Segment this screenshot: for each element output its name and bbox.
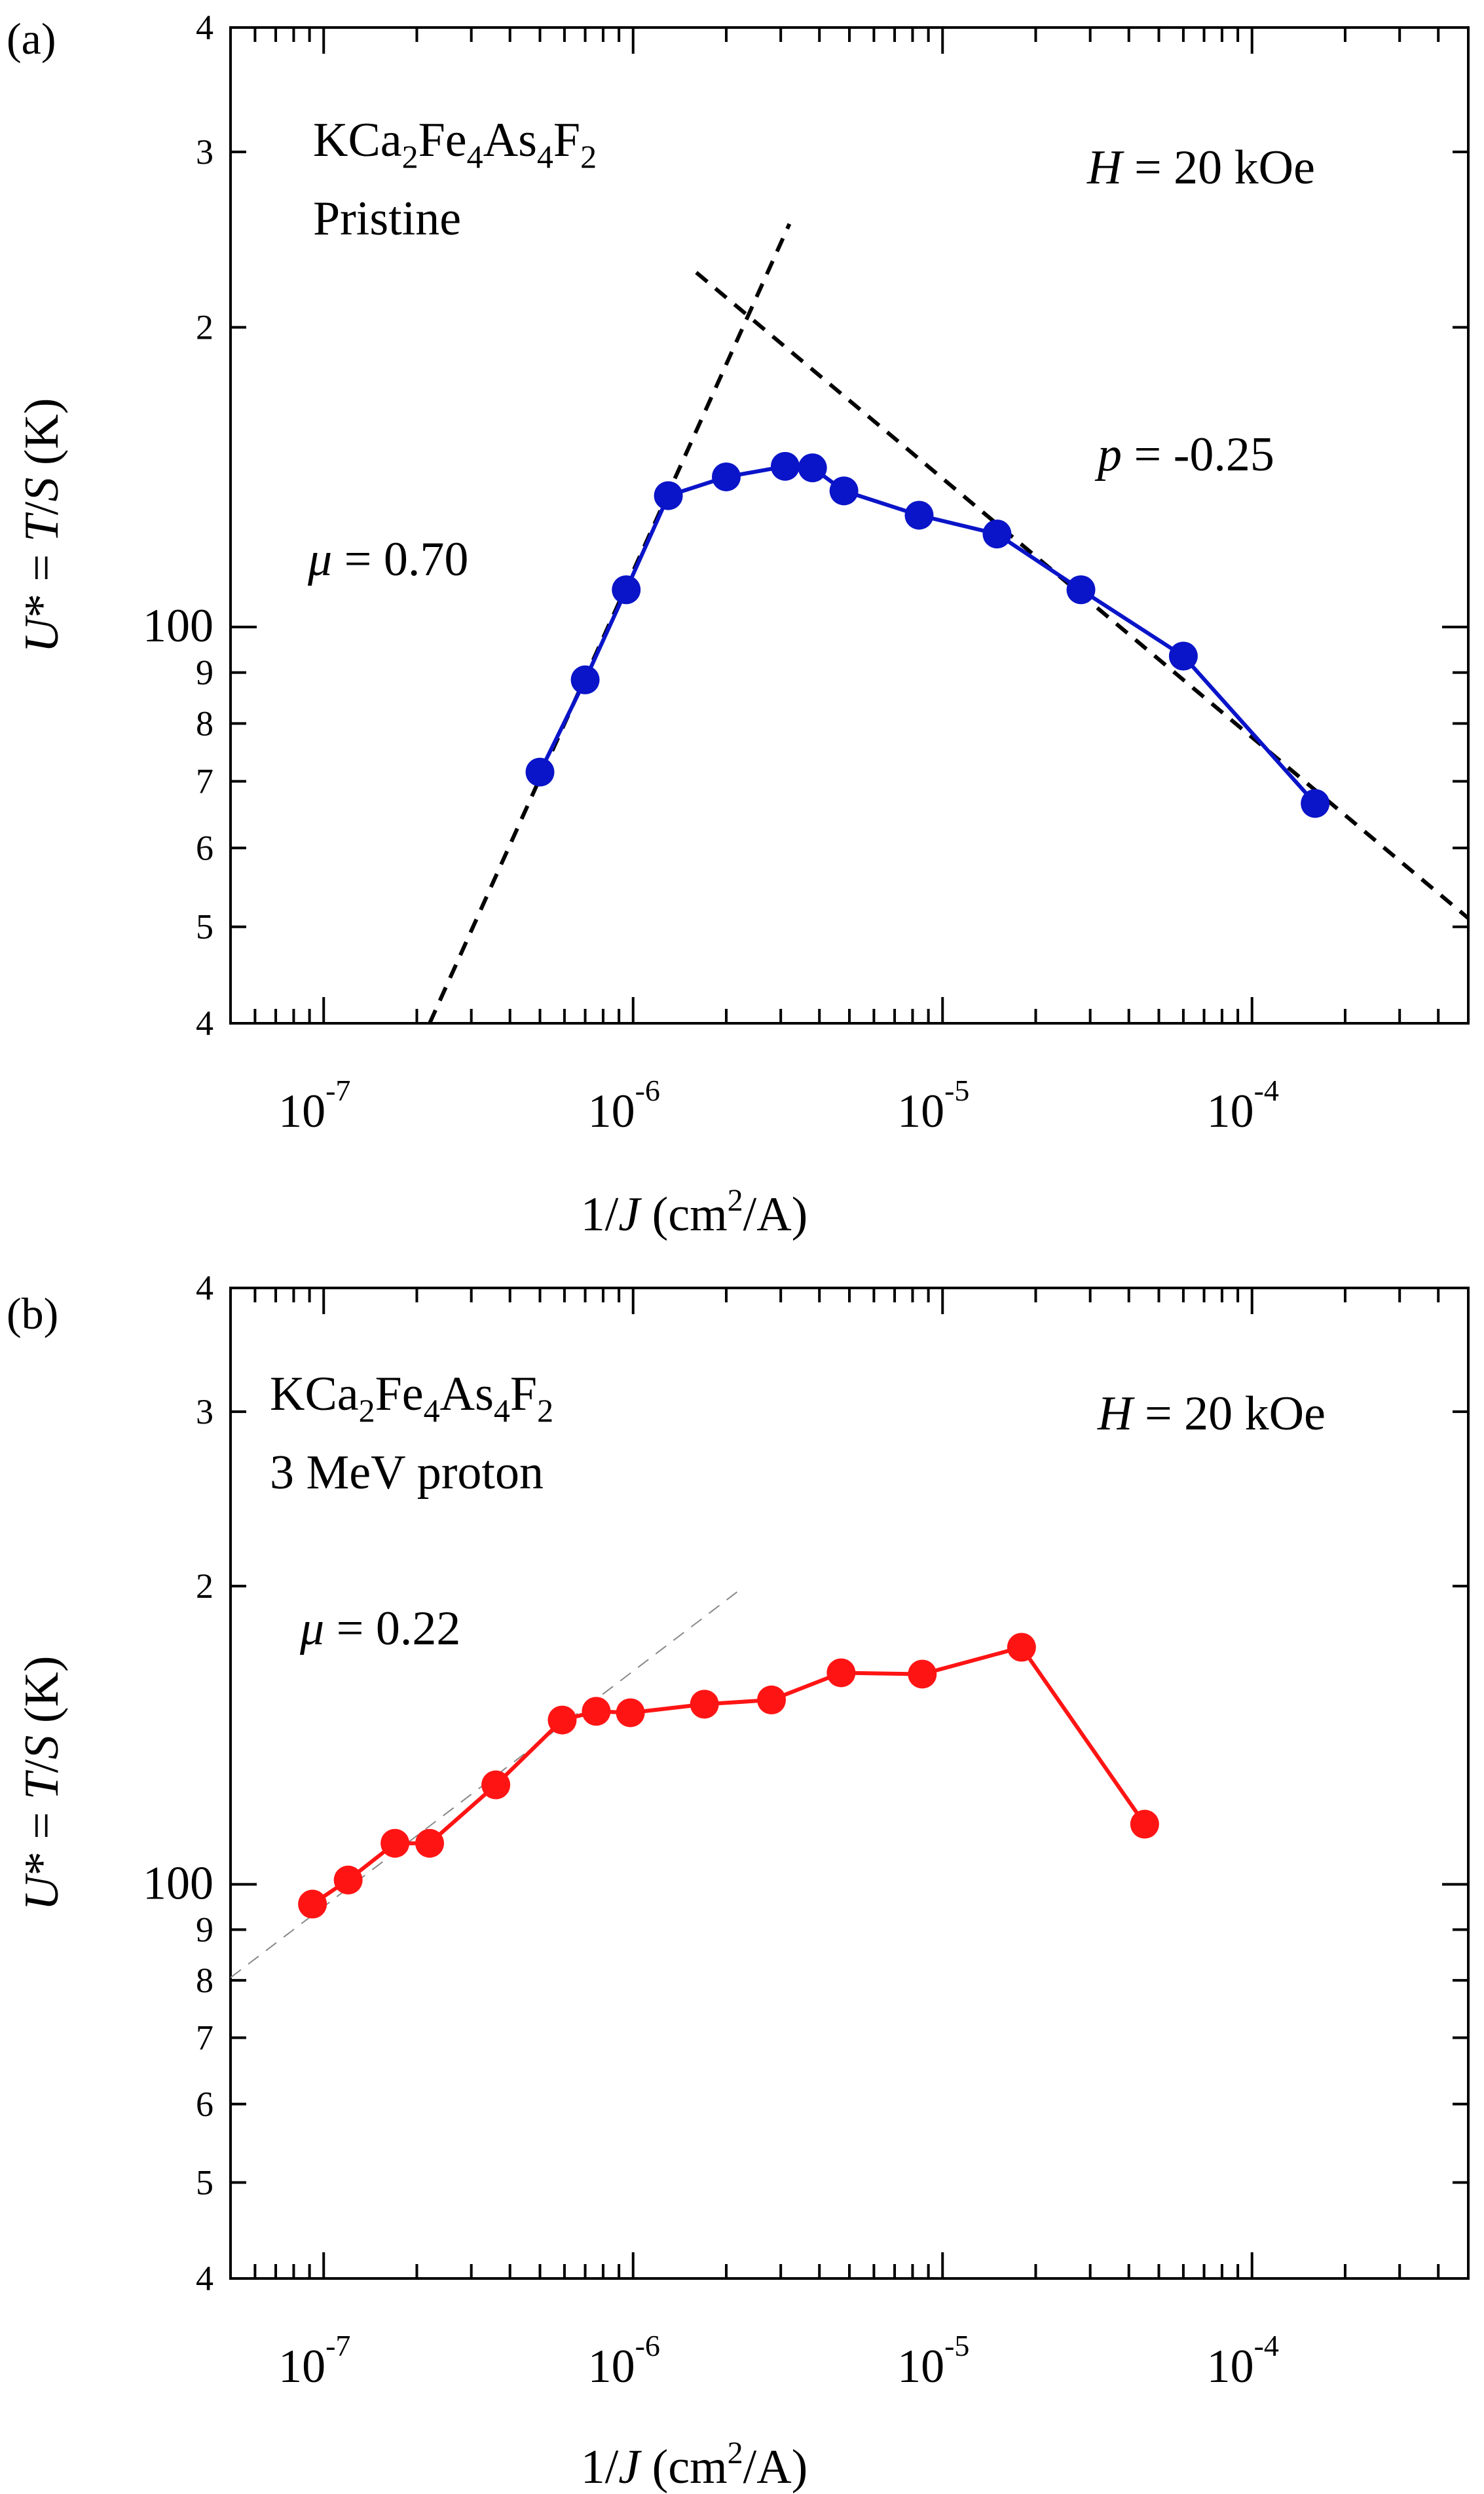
panel-label: (a) <box>7 14 56 64</box>
x-tick-label: 10-4 <box>1207 1074 1279 1137</box>
data-point <box>770 451 800 481</box>
y-tick-label: 7 <box>196 2018 213 2058</box>
data-point <box>380 1828 410 1858</box>
y-tick-label: 8 <box>196 704 213 743</box>
mu-label: μ = 0.22 <box>299 1602 460 1655</box>
data-point <box>333 1865 363 1895</box>
sample-label: 3 MeV proton <box>270 1446 544 1500</box>
x-tick-label: 10-7 <box>278 2329 350 2392</box>
y-tick-label: 4 <box>196 1268 213 1308</box>
y-tick-label: 2 <box>196 308 213 347</box>
data-layer <box>231 1589 1159 1978</box>
y-tick-label: 5 <box>196 907 213 947</box>
y-tick-label: 2 <box>196 1566 213 1606</box>
y-tick-label: 9 <box>196 1910 213 1950</box>
y-tick-label: 9 <box>196 653 213 692</box>
data-point <box>616 1698 645 1728</box>
data-point <box>982 520 1012 549</box>
data-point <box>904 501 934 530</box>
y-tick-label: 3 <box>196 132 213 172</box>
y-axis-title: U* = T/S (K) <box>15 1655 69 1910</box>
series-line <box>311 1645 1147 1906</box>
y-tick-label: 4 <box>196 1004 213 1043</box>
x-axis-title: 1/J (cm2/A) <box>581 1183 808 1241</box>
p-label: p = -0.25 <box>1094 428 1274 482</box>
data-point <box>1130 1809 1159 1839</box>
data-point <box>654 481 683 510</box>
plot-frame <box>229 26 1470 1025</box>
x-tick-label: 10-6 <box>588 2329 660 2392</box>
data-point <box>829 476 859 506</box>
data-point <box>908 1659 937 1689</box>
plot-frame <box>229 1287 1470 2280</box>
data-point <box>798 453 827 483</box>
data-point <box>690 1690 719 1719</box>
y-tick-label: 100 <box>143 599 213 652</box>
field-label: H = 20 kOe <box>1097 1387 1326 1441</box>
y-tick-label: 6 <box>196 828 213 867</box>
y-tick-label: 4 <box>196 8 213 47</box>
y-tick-label: 3 <box>196 1392 213 1431</box>
data-point <box>570 665 600 694</box>
data-point <box>1168 641 1198 671</box>
y-tick-label: 5 <box>196 2163 213 2202</box>
x-tick-label: 10-7 <box>278 1074 350 1137</box>
x-tick-label: 10-4 <box>1207 2329 1279 2392</box>
data-point <box>612 575 641 605</box>
panel-label: (b) <box>7 1289 58 1338</box>
x-axis-title: 1/J (cm2/A) <box>581 2436 808 2494</box>
data-point <box>298 1889 327 1919</box>
x-tick-label: 10-5 <box>897 2329 969 2392</box>
data-point <box>481 1770 511 1800</box>
y-tick-label: 4 <box>196 2259 213 2298</box>
data-point <box>1066 575 1096 605</box>
data-point <box>1007 1633 1036 1662</box>
field-label: H = 20 kOe <box>1086 141 1315 195</box>
mu-label: μ = 0.70 <box>307 533 468 586</box>
compound-label: KCa2Fe4As4F2 <box>313 113 597 175</box>
data-point <box>547 1705 577 1735</box>
data-point <box>1301 789 1330 818</box>
data-point <box>711 462 741 491</box>
y-axis-title: U* = T/S (K) <box>15 398 69 652</box>
y-tick-label: 8 <box>196 1961 213 2000</box>
data-point <box>525 757 555 787</box>
data-point <box>826 1658 856 1688</box>
compound-label: KCa2Fe4As4F2 <box>270 1367 553 1429</box>
y-tick-label: 6 <box>196 2085 213 2124</box>
fit-guide-line <box>428 223 792 1023</box>
x-tick-label: 10-5 <box>897 1074 969 1137</box>
data-layer <box>428 223 1468 1023</box>
data-point <box>582 1697 611 1726</box>
y-tick-label: 7 <box>196 762 213 801</box>
y-tick-label: 100 <box>143 1857 213 1909</box>
x-tick-label: 10-6 <box>588 1074 660 1137</box>
sample-label: Pristine <box>313 192 461 246</box>
data-point <box>415 1828 445 1858</box>
data-point <box>757 1685 787 1714</box>
